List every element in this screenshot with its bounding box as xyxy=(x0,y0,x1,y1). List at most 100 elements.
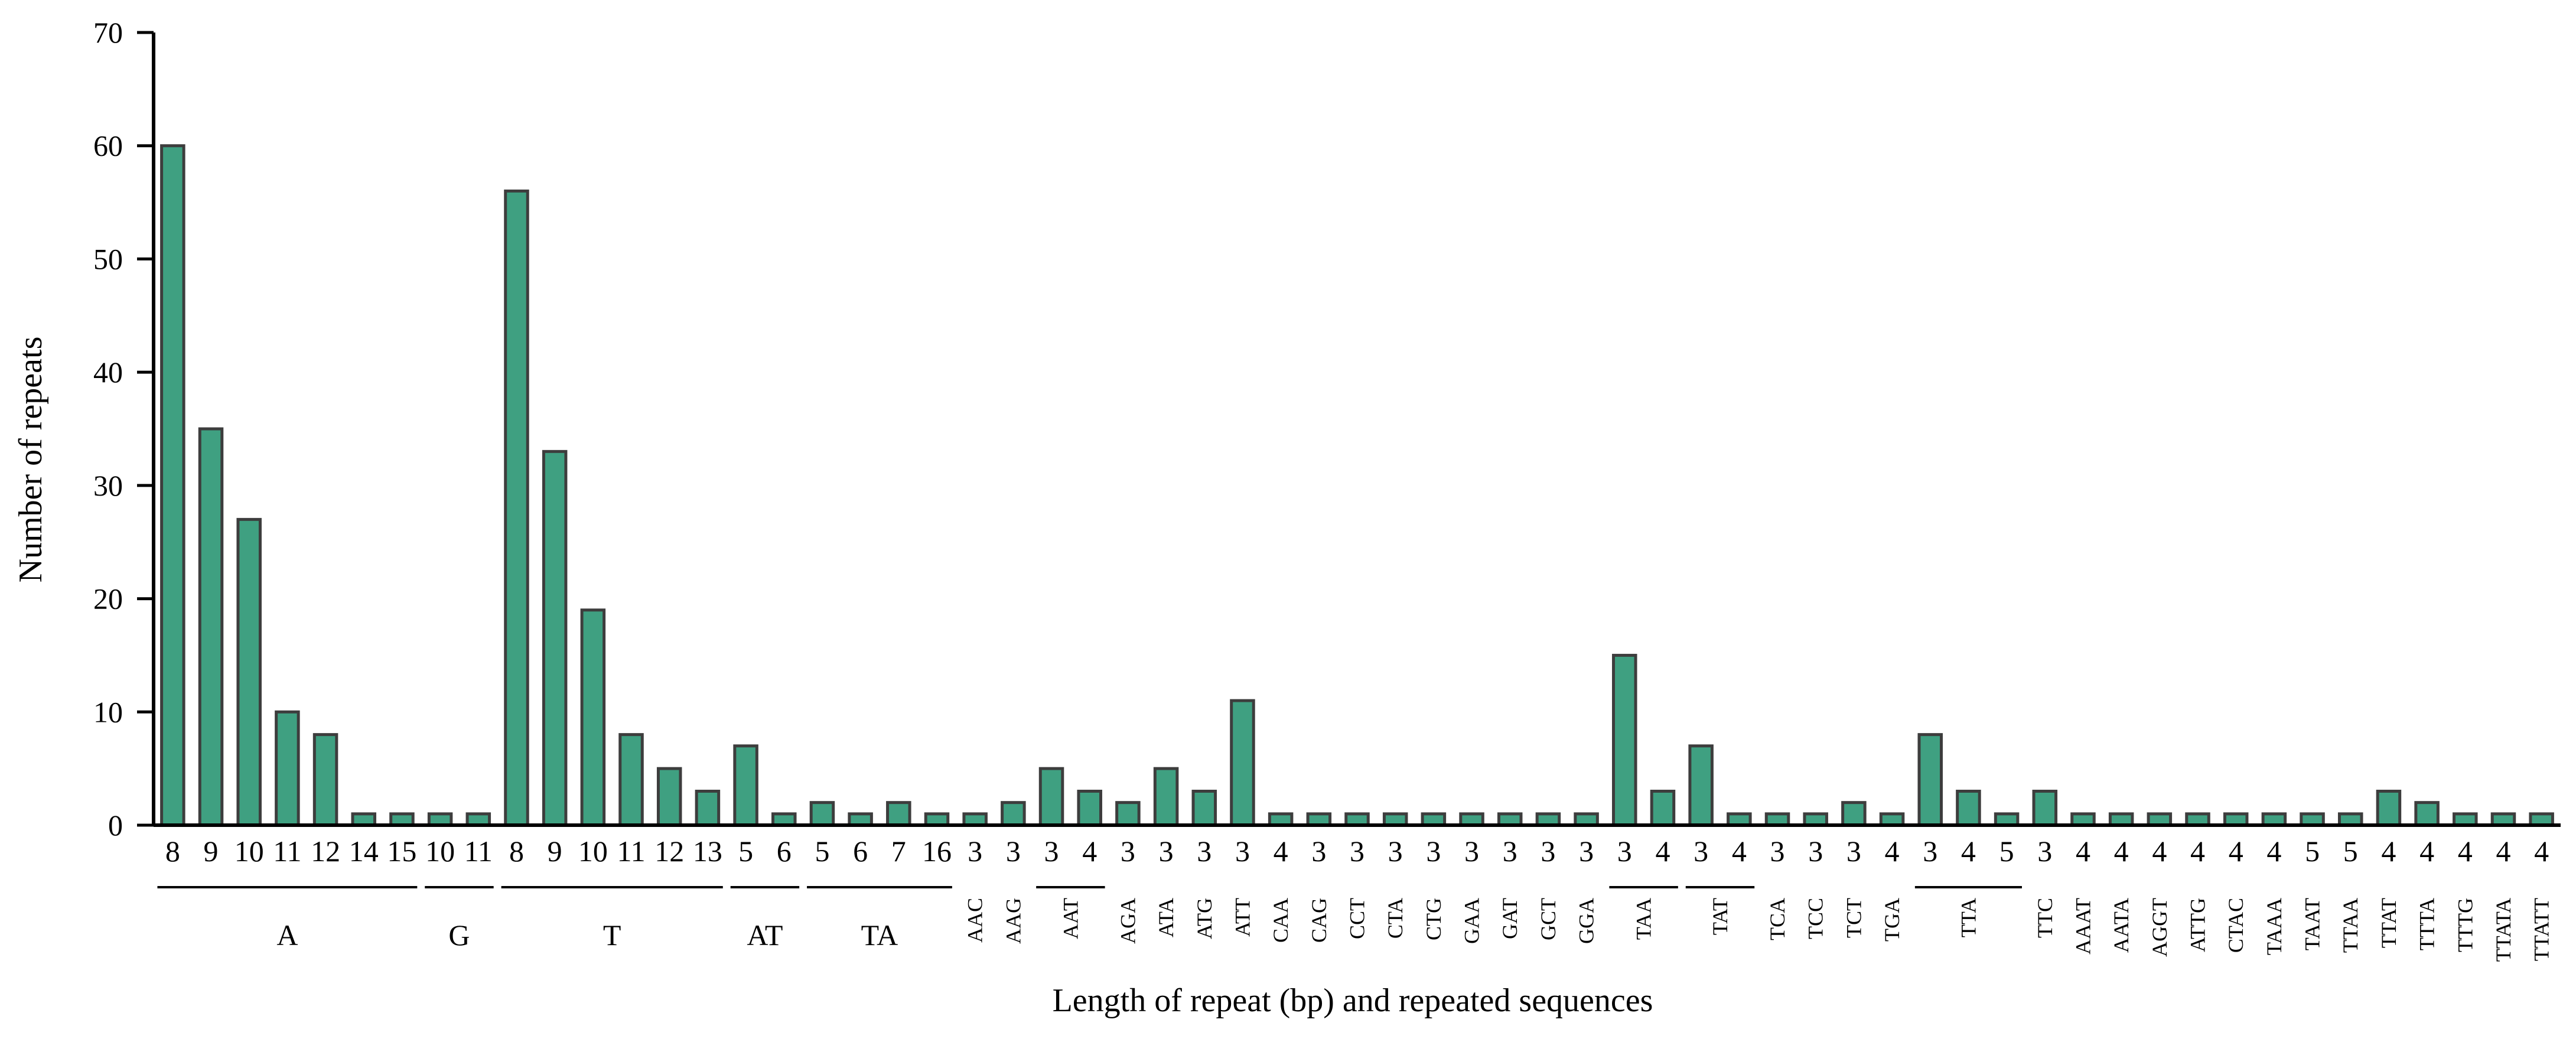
x-tick-label: 9 xyxy=(204,835,219,868)
sequence-label: AGA xyxy=(1116,898,1139,944)
x-tick-label: 6 xyxy=(853,835,868,868)
sequence-label: TAA xyxy=(1632,898,1656,940)
sequence-label: AAC xyxy=(963,898,987,943)
x-tick-label: 4 xyxy=(2496,835,2510,868)
sequence-label: CCT xyxy=(1346,898,1369,939)
sequence-label: TTATT xyxy=(2530,898,2554,961)
sequence-label: CTA xyxy=(1383,898,1407,939)
x-tick-label: 4 xyxy=(1885,835,1900,868)
x-tick-label: 3 xyxy=(2037,835,2052,868)
x-tick-label: 4 xyxy=(2190,835,2205,868)
x-tick-label: 3 xyxy=(1617,835,1632,868)
x-tick-label: 3 xyxy=(1350,835,1364,868)
bar xyxy=(2376,789,2402,827)
x-tick-label: 4 xyxy=(2152,835,2167,868)
bar xyxy=(1917,733,1943,827)
bar xyxy=(695,789,721,827)
x-tick-label: 13 xyxy=(693,835,722,868)
bar xyxy=(542,450,568,827)
sequence-label: AAT xyxy=(1059,898,1082,939)
x-tick-label: 4 xyxy=(2458,835,2473,868)
sequence-label: GAA xyxy=(1460,898,1484,944)
x-tick-label: 4 xyxy=(2266,835,2281,868)
x-tick-label: 3 xyxy=(1006,835,1021,868)
y-axis-title: Number of repeats xyxy=(12,337,49,583)
x-tick-label: 3 xyxy=(1426,835,1441,868)
bar xyxy=(618,733,644,827)
x-tick-label: 10 xyxy=(578,835,608,868)
sequence-label: CTAC xyxy=(2224,898,2248,953)
x-tick-labels: 8 9 10 11 12 14 15 10 11 8 9 10 11 12 13 5 6 5 6 7 16 3 3 3 4 3 3 3… xyxy=(165,835,2549,868)
x-tick-label: 8 xyxy=(165,835,180,868)
x-tick-label: 10 xyxy=(235,835,264,868)
bar xyxy=(198,427,224,827)
x-tick-label: 4 xyxy=(1961,835,1976,868)
bar xyxy=(2032,789,2058,827)
x-tick-label: 3 xyxy=(1311,835,1326,868)
x-tick-label: 11 xyxy=(464,835,493,868)
bar xyxy=(1191,789,1217,827)
x-tick-label: 5 xyxy=(2343,835,2358,868)
sequence-label: CTG xyxy=(1422,898,1445,940)
bar xyxy=(656,767,682,827)
x-tick-label: 3 xyxy=(1923,835,1937,868)
bar xyxy=(1841,801,1867,827)
x-tick-label: 4 xyxy=(2534,835,2549,868)
bars-layer xyxy=(160,144,2554,827)
sequence-label: TAAA xyxy=(2262,898,2286,955)
sequence-label: AAG xyxy=(1001,898,1025,944)
x-tick-label: 15 xyxy=(387,835,416,868)
y-tick-label: 70 xyxy=(93,16,123,49)
x-tick-label: 6 xyxy=(777,835,792,868)
bar xyxy=(733,744,758,827)
x-tick-label: 9 xyxy=(548,835,562,868)
sequence-label: TAT xyxy=(1708,898,1732,935)
x-tick-label: 3 xyxy=(1121,835,1135,868)
bar xyxy=(275,710,300,827)
x-tick-label: 4 xyxy=(1732,835,1747,868)
x-tick-label: 10 xyxy=(425,835,455,868)
x-tick-label: 4 xyxy=(2419,835,2434,868)
sequence-label: GCT xyxy=(1536,898,1560,940)
bar xyxy=(1038,767,1064,827)
x-tick-label: 5 xyxy=(815,835,829,868)
x-tick-label: 3 xyxy=(1503,835,1517,868)
sequence-label: TCA xyxy=(1766,898,1789,940)
bar xyxy=(1650,789,1676,827)
x-tick-label: 3 xyxy=(1579,835,1594,868)
x-tick-label: 4 xyxy=(1655,835,1670,868)
x-axis-title: Length of repeat (bp) and repeated seque… xyxy=(1053,982,1653,1019)
x-tick-label: 3 xyxy=(1235,835,1250,868)
x-tick-label: 5 xyxy=(2305,835,2320,868)
x-tick-label: 4 xyxy=(2114,835,2129,868)
x-tick-label: 12 xyxy=(654,835,684,868)
x-tick-label: 3 xyxy=(1770,835,1785,868)
x-tick-label: 3 xyxy=(1044,835,1059,868)
x-tick-label: 3 xyxy=(1159,835,1174,868)
sequence-label: TTC xyxy=(2033,898,2057,938)
bar xyxy=(1612,653,1637,827)
x-tick-label: 4 xyxy=(2381,835,2396,868)
bar xyxy=(1230,699,1255,827)
sequence-label: GGA xyxy=(1575,898,1598,944)
sequence-label: ATT xyxy=(1230,898,1254,937)
y-ticks: 0 10 20 30 40 50 60 70 xyxy=(93,16,154,842)
x-tick-label: 7 xyxy=(891,835,906,868)
sequence-label: TCT xyxy=(1842,898,1865,938)
bar xyxy=(1688,744,1714,827)
y-tick-label: 30 xyxy=(93,469,123,502)
x-tick-label: 12 xyxy=(311,835,340,868)
bar xyxy=(1956,789,1981,827)
sequence-label: TTTG xyxy=(2453,898,2477,952)
bar xyxy=(1153,767,1179,827)
sequence-group-labels: A G T AT TA AAC AAG AAT AGA ATA ATG ATT CAA CAG CCT CTA… xyxy=(157,886,2554,962)
x-tick-label: 14 xyxy=(349,835,379,868)
sequence-label: TCC xyxy=(1804,898,1828,939)
sequence-label: GAT xyxy=(1498,898,1522,939)
sequence-label: ATA xyxy=(1154,898,1178,937)
bar xyxy=(1077,789,1102,827)
sequence-label: CAG xyxy=(1307,898,1331,943)
sequence-label: AATA xyxy=(2109,898,2133,953)
group-label: A xyxy=(276,919,298,952)
